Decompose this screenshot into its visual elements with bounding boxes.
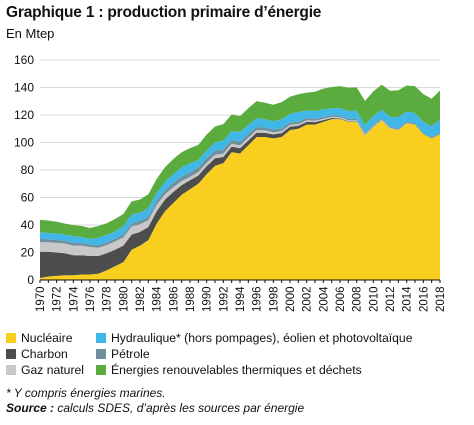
area-series (40, 118, 440, 278)
legend-swatch (6, 365, 16, 375)
y-tick-label: 20 (21, 246, 35, 260)
footnote: * Y compris énergies marines. (6, 386, 166, 400)
x-tick-label: 2008 (352, 286, 364, 312)
legend-item-nucleaire: Nucléaire (6, 331, 72, 345)
x-tick-label: 2016 (418, 286, 430, 312)
x-tick-label: 1980 (118, 286, 130, 312)
x-tick-label: 2004 (318, 286, 330, 312)
x-tick-label: 2018 (435, 286, 447, 312)
x-tick-label: 1970 (35, 286, 47, 312)
x-tick-label: 1982 (135, 286, 147, 312)
x-tick-label: 1994 (235, 286, 247, 312)
x-tick-label: 2002 (302, 286, 314, 312)
legend-item-petrole: Pétrole (96, 347, 150, 361)
y-tick-label: 140 (14, 81, 34, 95)
x-tick-label: 1990 (202, 286, 214, 312)
legend-swatch (96, 349, 106, 359)
x-tick-label: 2006 (335, 286, 347, 312)
stacked-areas (40, 84, 440, 280)
x-tick-label: 1978 (102, 286, 114, 312)
source-text: calculs SDES, d’après les sources par én… (54, 401, 305, 415)
x-tick-label: 1974 (68, 286, 80, 312)
y-tick-label: 160 (14, 53, 34, 67)
x-tick-label: 1996 (252, 286, 264, 312)
area-series (40, 108, 440, 246)
area-series (40, 119, 440, 280)
y-axis: 0 20 40 60 80 100 120 140 160 (14, 53, 34, 287)
x-tick-label: 1998 (268, 286, 280, 312)
unit-label: En Mtep (6, 26, 55, 41)
legend-label: Gaz naturel (21, 363, 85, 377)
legend-swatch (96, 333, 106, 343)
y-tick-label: 120 (14, 108, 34, 122)
legend-label: Nucléaire (21, 331, 73, 345)
x-tick-label: 2000 (285, 286, 297, 312)
x-tick-label: 2014 (402, 286, 414, 312)
source-label: Source : (6, 401, 55, 415)
chart-title: Graphique 1 : production primaire d’éner… (6, 4, 322, 21)
x-tick-label: 1984 (152, 286, 164, 312)
x-tick-label: 1988 (185, 286, 197, 312)
legend-item-gaz-naturel: Gaz naturel (6, 363, 84, 377)
y-tick-label: 100 (14, 136, 34, 150)
legend-label: Énergies renouvelables thermiques et déc… (111, 363, 362, 377)
y-tick-label: 40 (21, 218, 35, 232)
x-axis: 1970 1972 1974 1976 1978 1980 1982 1984 1986 1988… (35, 279, 447, 312)
y-tick-label: 0 (27, 273, 34, 287)
source-note: Source : calculs SDES, d’après les sourc… (6, 401, 304, 415)
x-tick-label: 2012 (385, 286, 397, 312)
x-tick-label: 1986 (168, 286, 180, 312)
legend-item-hydraulique: Hydraulique* (hors pompages), éolien et … (96, 331, 413, 345)
legend-item-renouvelables: Énergies renouvelables thermiques et déc… (96, 363, 362, 377)
legend-swatch (6, 333, 16, 343)
legend-label: Hydraulique* (hors pompages), éolien et … (111, 331, 413, 345)
area-series (40, 84, 440, 240)
x-tick-label: 2010 (368, 286, 380, 312)
x-tick-label: 1976 (85, 286, 97, 312)
legend-item-charbon: Charbon (6, 347, 68, 361)
y-tick-label: 60 (21, 191, 35, 205)
legend-label: Pétrole (111, 347, 150, 361)
x-tick-label: 1992 (218, 286, 230, 312)
x-tick-label: 1972 (52, 286, 64, 312)
legend-swatch (6, 349, 16, 359)
y-tick-label: 80 (21, 163, 35, 177)
legend-label: Charbon (21, 347, 68, 361)
legend-swatch (96, 365, 106, 375)
